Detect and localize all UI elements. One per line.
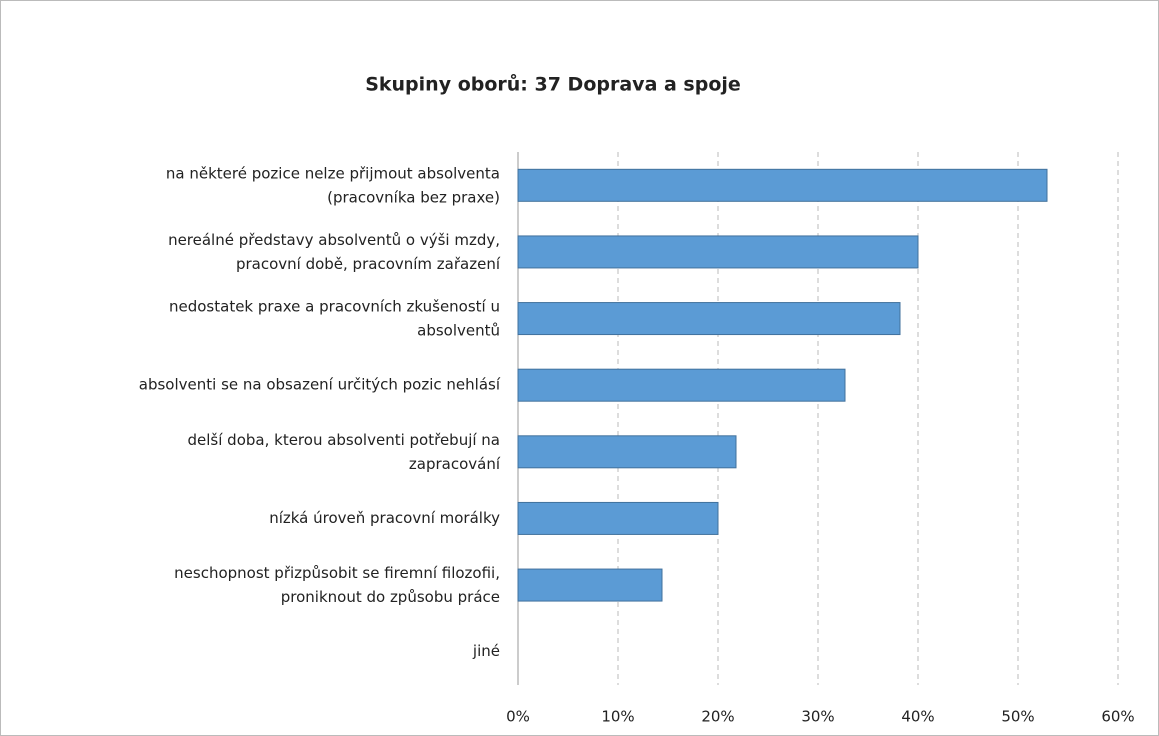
bar [517, 302, 901, 336]
x-tick-label: 30% [801, 708, 834, 726]
bar [517, 368, 846, 402]
bar [517, 435, 737, 469]
bar [517, 568, 663, 602]
x-tick-label: 50% [1001, 708, 1034, 726]
y-tick-label: neschopnost přizpůsobit se firemní filoz… [174, 564, 500, 606]
x-tick-label: 20% [701, 708, 734, 726]
x-tick-label: 10% [601, 708, 634, 726]
y-tick-label: na některé pozice nelze přijmout absolve… [166, 164, 500, 206]
bar [517, 235, 919, 269]
y-tick-label: delší doba, kterou absolventi potřebují … [188, 430, 501, 472]
x-tick-label: 0% [506, 708, 530, 726]
chart-title: Skupiny oborů: 37 Doprava a spoje [365, 73, 741, 96]
y-tick-label: nedostatek praxe a pracovních zkušeností… [169, 297, 500, 339]
bar [517, 501, 719, 535]
y-tick-label: absolventi se na obsazení určitých pozic… [139, 376, 501, 394]
x-tick-label: 60% [1101, 708, 1134, 726]
x-tick-label: 40% [901, 708, 934, 726]
bar [517, 168, 1048, 202]
y-tick-label: jiné [472, 642, 500, 660]
y-tick-label: nízká úroveň pracovní morálky [269, 509, 500, 527]
y-tick-label: nereálné představy absolventů o výši mzd… [168, 230, 501, 272]
